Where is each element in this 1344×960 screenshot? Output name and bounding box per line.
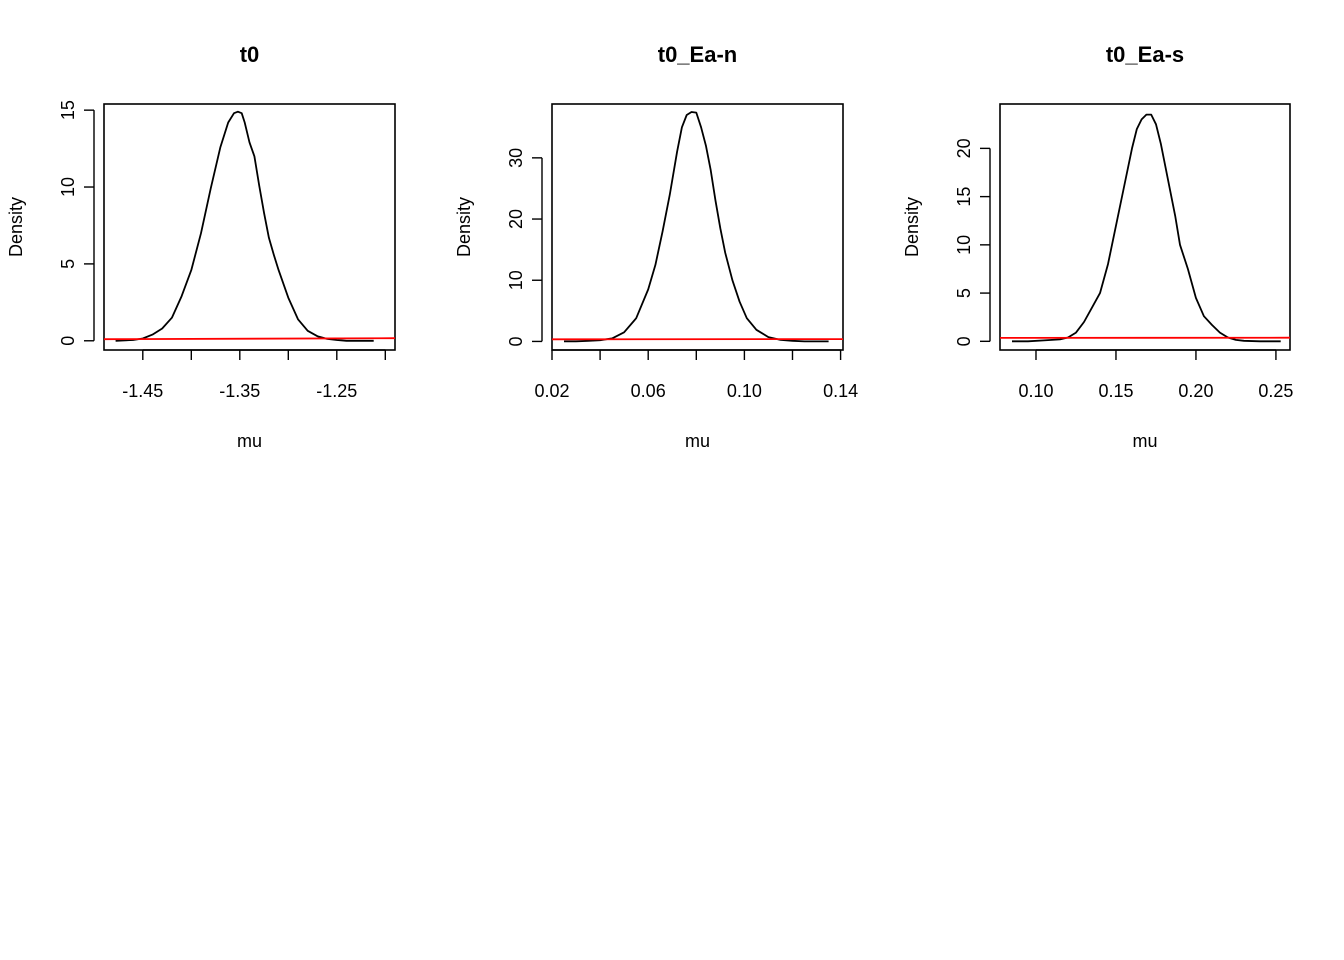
panel-title: t0_Ea-s [1106,42,1184,67]
y-tick-label: 10 [58,177,78,197]
x-tick-label: 0.20 [1178,381,1213,401]
y-axis-label: Density [902,197,922,257]
y-tick-label: 0 [506,336,526,346]
posterior-density-line [115,110,374,342]
y-tick-label: 5 [954,288,974,298]
density-panel-1: t0 -1.45 -1.35 -1.25 0 5 10 15 mu Density [6,42,396,451]
posterior-density-line [564,111,829,343]
y-axis-label: Density [454,197,474,257]
posterior-density-line [1012,113,1281,343]
x-tick-label: 0.10 [1018,381,1053,401]
x-tick-label: -1.25 [316,381,357,401]
chart-panels: t0 -1.45 -1.35 -1.25 0 5 10 15 mu Density t0_Ea-n 0… [6,42,1293,451]
prior-density-line [104,337,395,341]
x-axis-label: mu [685,431,710,451]
x-tick-label: 0.15 [1098,381,1133,401]
y-tick-label: 20 [506,209,526,229]
y-tick-label: 15 [954,187,974,207]
panel-title: t0_Ea-n [658,42,737,67]
density-panel-2: t0_Ea-n 0.02 0.06 0.10 0.14 0 10 20 30 mu Density [454,42,858,451]
y-axis-label: Density [6,197,26,257]
x-tick-label: 0.25 [1258,381,1293,401]
y-tick-label: 20 [954,138,974,158]
panel-title: t0 [240,42,260,67]
x-tick-label: 0.06 [631,381,666,401]
x-tick-label: 0.14 [823,381,858,401]
x-tick-label: 0.02 [534,381,569,401]
density-panel-3: t0_Ea-s 0.10 0.15 0.20 0.25 0 5 10 15 20 mu Density [902,42,1293,451]
y-tick-label: 0 [954,336,974,346]
x-tick-label: -1.35 [219,381,260,401]
x-tick-label: -1.45 [122,381,163,401]
y-tick-label: 5 [58,259,78,269]
y-tick-label: 30 [506,148,526,168]
y-tick-label: 15 [58,100,78,120]
x-tick-label: 0.10 [727,381,762,401]
y-tick-label: 10 [506,270,526,290]
y-tick-label: 0 [58,336,78,346]
x-axis-label: mu [1132,431,1157,451]
x-axis-label: mu [237,431,262,451]
y-tick-label: 10 [954,235,974,255]
